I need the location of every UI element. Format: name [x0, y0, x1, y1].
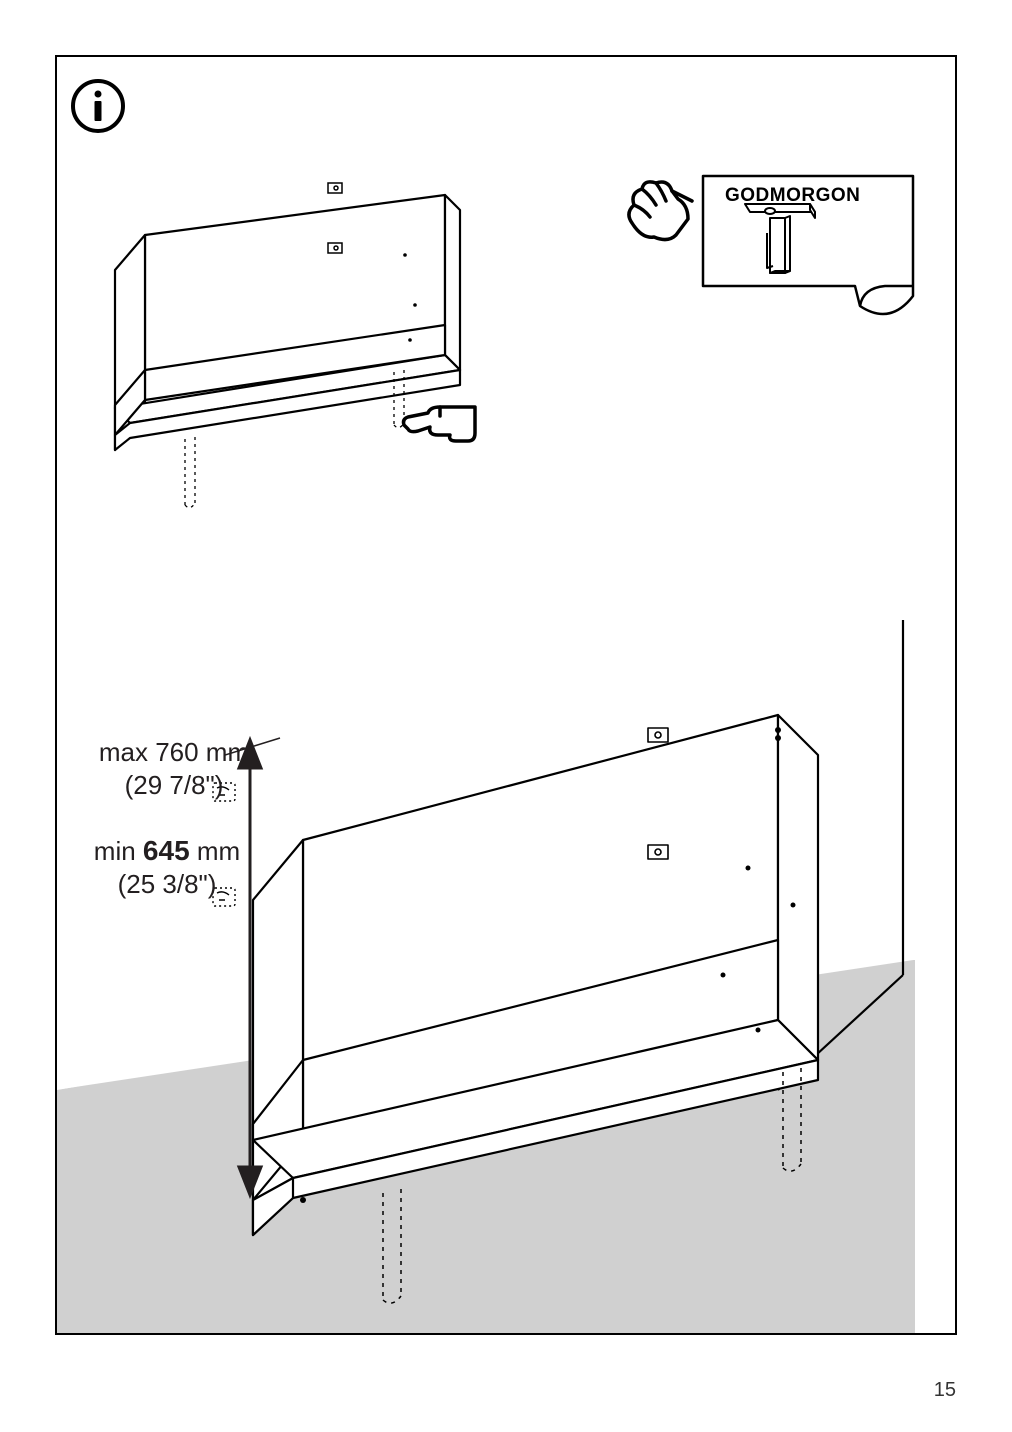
dimension-max-label: max 760 mm (29 7/8") — [84, 736, 264, 801]
max-in: (29 7/8") — [125, 770, 224, 800]
min-value: 645 — [143, 835, 190, 866]
pointing-hand-icon — [400, 395, 480, 445]
booklet-title: GODMORGON — [725, 185, 860, 207]
min-in: (25 3/8") — [118, 869, 217, 899]
max-mm: max 760 mm — [99, 737, 249, 767]
min-suffix: mm — [190, 836, 241, 866]
min-prefix: min — [94, 836, 143, 866]
dimension-min-label: min 645 mm (25 3/8") — [72, 833, 262, 901]
info-icon — [70, 78, 126, 134]
cabinet-lower-illustration — [203, 620, 913, 1310]
page-number: 15 — [934, 1379, 956, 1402]
cabinet-upper-illustration — [105, 155, 465, 515]
hand-holding-booklet-icon — [620, 175, 700, 265]
